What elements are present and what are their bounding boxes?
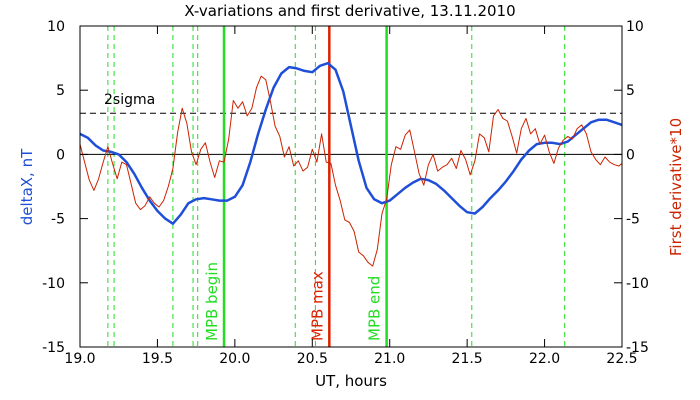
y-tick-label-right: 5 — [626, 83, 635, 99]
y-tick-label-left: 5 — [56, 83, 65, 99]
y-tick-label-right: -10 — [626, 276, 649, 292]
series-derivative-line — [79, 75, 623, 267]
y-tick-label-left: 0 — [56, 147, 65, 163]
y-axis-label-left: deltaX, nT — [18, 148, 36, 225]
x-tick-label: 22.0 — [529, 351, 560, 367]
y-tick-label-right: -15 — [626, 340, 649, 356]
mpb-marker-label: MPB begin — [203, 262, 221, 341]
x-tick-label: 20.5 — [297, 351, 328, 367]
x-axis-label: UT, hours — [315, 372, 387, 390]
mpb-marker-label: MPB end — [366, 276, 384, 341]
y-tick-label-left: 10 — [47, 19, 65, 35]
x-tick-label: 20.0 — [219, 351, 250, 367]
mpb-marker-label: MPB max — [308, 271, 326, 341]
y-tick-label-right: 0 — [626, 147, 635, 163]
y-tick-label-left: -5 — [51, 212, 65, 228]
x-tick-label: 19.5 — [142, 351, 173, 367]
x-tick-label: 21.5 — [452, 351, 483, 367]
y-tick-label-left: -10 — [42, 276, 65, 292]
threshold-label: 2sigma — [104, 92, 155, 108]
x-tick-label: 19.0 — [64, 351, 95, 367]
plot-frame — [79, 25, 623, 348]
tick-layer: 19.0 19.5 20.0 20.5 21.0 21.5 22.0 22.5 10 10 5 5 0 0… — [42, 19, 649, 367]
x-tick-label: 22.5 — [606, 351, 637, 367]
marker-layer: MPB begin MPB max MPB end — [80, 26, 622, 347]
y-tick-label-right: -5 — [626, 212, 640, 228]
y-axis-label-right: First derivative*10 — [667, 118, 685, 256]
series-deltax-line — [79, 61, 623, 225]
chart-title: X-variations and first derivative, 13.11… — [184, 2, 515, 20]
y-tick-label-left: -15 — [42, 340, 65, 356]
series-layer — [79, 61, 623, 267]
x-tick-label: 21.0 — [374, 351, 405, 367]
y-tick-label-right: 10 — [626, 19, 644, 35]
